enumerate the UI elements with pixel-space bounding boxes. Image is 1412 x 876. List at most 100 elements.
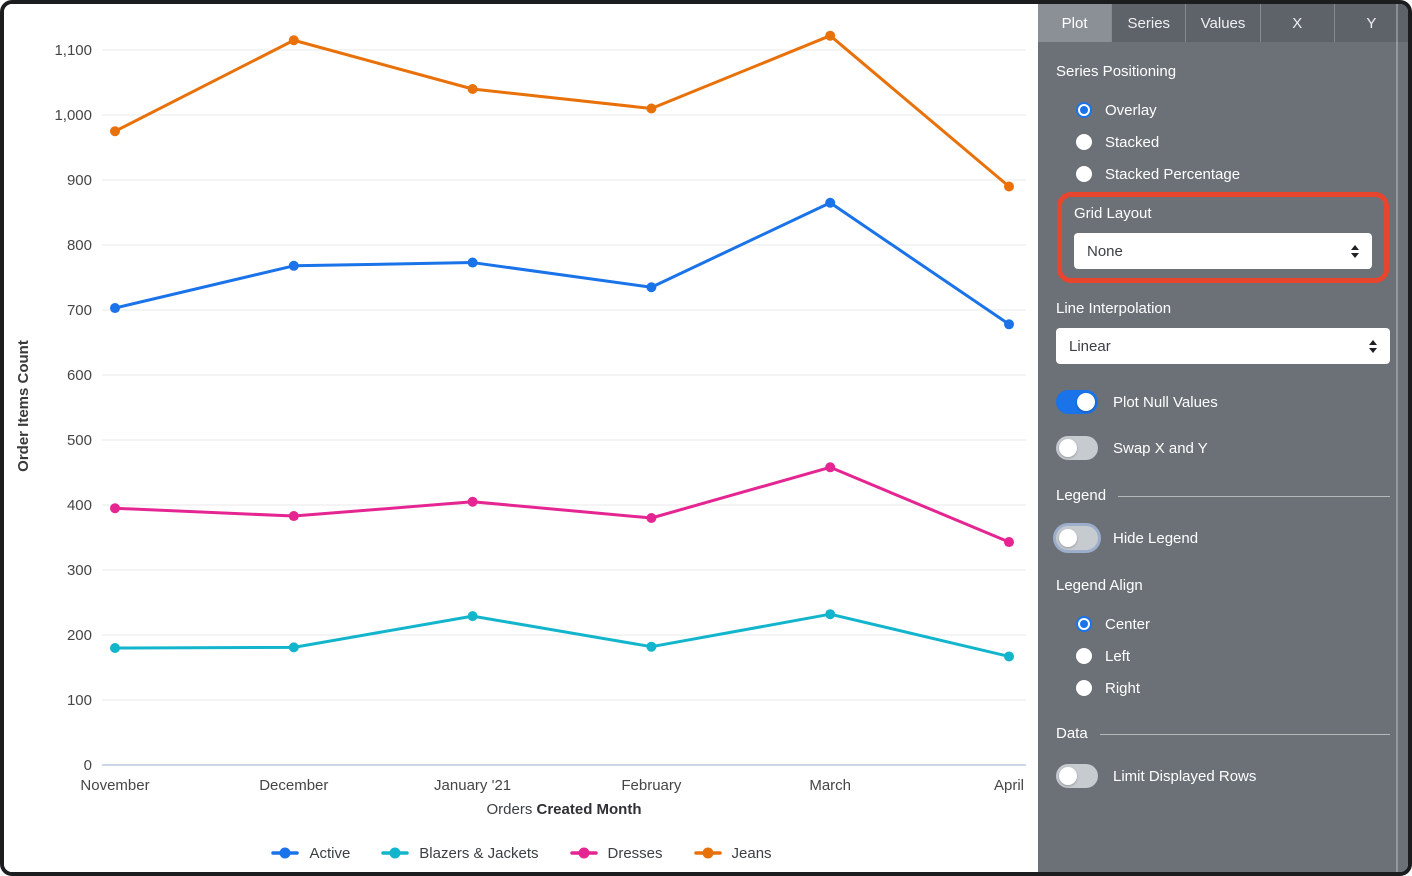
data-point[interactable]	[467, 611, 478, 622]
radio-button-icon[interactable]	[1076, 616, 1092, 632]
data-point[interactable]	[288, 642, 299, 653]
data-point[interactable]	[646, 282, 657, 293]
y-axis-tick-label: 400	[67, 497, 92, 514]
swap-x-y-toggle[interactable]	[1056, 436, 1098, 460]
radio-stacked-percentage[interactable]: Stacked Percentage	[1076, 158, 1390, 190]
legend-item-dresses[interactable]: Dresses	[569, 845, 663, 862]
grid-layout-highlight: Grid Layout None	[1057, 192, 1389, 283]
x-axis-tick-label: April	[994, 777, 1024, 794]
series-positioning-label: Series Positioning	[1056, 63, 1177, 80]
legend-marker-icon	[693, 847, 722, 859]
legend-label: Dresses	[607, 844, 663, 862]
legend-marker-icon	[381, 847, 410, 859]
plot-tab-content: Series Positioning Overlay Stacked Stacked…	[1038, 42, 1408, 788]
x-axis-tick-label: February	[621, 777, 682, 794]
y-axis-tick-label: 300	[67, 562, 92, 579]
series-line-blazers-jackets	[113, 612, 1011, 658]
data-section-label: Data	[1056, 725, 1088, 742]
radio-button-icon[interactable]	[1076, 166, 1092, 182]
data-point[interactable]	[1004, 181, 1014, 192]
radio-right[interactable]: Right	[1076, 672, 1390, 704]
legend-item-blazers-jackets[interactable]: Blazers & Jackets	[380, 844, 539, 862]
legend-item-active[interactable]: Active	[270, 845, 350, 862]
legend-label: Active	[309, 844, 351, 862]
data-point[interactable]	[110, 503, 120, 514]
radio-stacked[interactable]: Stacked	[1076, 126, 1390, 158]
y-axis-tick-label: 1,000	[54, 107, 92, 124]
x-axis-tick-label: January '21	[434, 777, 511, 794]
data-point[interactable]	[825, 197, 836, 208]
limit-displayed-rows-toggle[interactable]	[1056, 764, 1098, 788]
tab-series[interactable]: Series	[1111, 4, 1185, 42]
y-axis-tick-label: 600	[67, 367, 92, 384]
grid-layout-selected-value: None	[1087, 242, 1123, 260]
radio-button-icon[interactable]	[1076, 680, 1092, 696]
legend-section-label: Legend	[1056, 487, 1107, 504]
data-point[interactable]	[1004, 651, 1014, 662]
data-point[interactable]	[825, 30, 836, 41]
x-axis-title: Orders Created Month	[486, 801, 641, 818]
x-axis-tick-label: December	[259, 777, 328, 794]
radio-label: Stacked	[1105, 133, 1160, 151]
x-axis-tick-label: November	[80, 777, 149, 794]
data-point[interactable]	[1004, 319, 1014, 330]
line-interpolation-select[interactable]: Linear	[1056, 328, 1390, 364]
tab-y[interactable]: Y	[1333, 4, 1408, 42]
swap-x-y-label: Swap X and Y	[1113, 439, 1208, 457]
legend-marker-icon	[271, 847, 300, 859]
legend-label: Blazers & Jackets	[419, 844, 539, 862]
radio-label: Overlay	[1105, 101, 1157, 119]
y-axis-title: Order Items Count	[15, 340, 32, 472]
data-point[interactable]	[646, 641, 657, 652]
data-point[interactable]	[646, 103, 657, 114]
line-interpolation-label: Line Interpolation	[1056, 300, 1172, 317]
data-point[interactable]	[467, 84, 478, 94]
legend-label: Jeans	[731, 844, 772, 862]
data-point[interactable]	[288, 260, 299, 271]
plot-null-values-toggle[interactable]	[1056, 390, 1098, 414]
chart-area: 0 100 200 300 400 500 600 700 800 900 1,000 1,100 No…	[4, 4, 1038, 872]
grid-layout-select[interactable]: None	[1074, 233, 1372, 269]
chart-legend: Active Blazers & Jackets Dresses Jeans	[4, 840, 1038, 866]
radio-center[interactable]: Center	[1076, 608, 1390, 640]
data-point[interactable]	[110, 303, 120, 314]
radio-button-icon[interactable]	[1076, 648, 1092, 664]
data-section-header: Data	[1056, 724, 1390, 744]
data-point[interactable]	[467, 496, 478, 507]
section-divider	[1099, 733, 1390, 735]
tab-plot[interactable]: Plot	[1038, 4, 1112, 42]
y-axis-tick-label: 800	[67, 237, 92, 254]
limit-displayed-rows-row: Limit Displayed Rows	[1056, 764, 1390, 788]
data-point[interactable]	[288, 35, 299, 46]
data-point[interactable]	[825, 609, 836, 620]
radio-label: Center	[1105, 615, 1151, 633]
data-point[interactable]	[110, 643, 120, 653]
radio-button-icon[interactable]	[1076, 134, 1092, 150]
hide-legend-toggle[interactable]	[1056, 526, 1098, 550]
radio-overlay[interactable]: Overlay	[1076, 94, 1390, 126]
y-axis-tick-label: 500	[67, 432, 92, 449]
legend-section-header: Legend	[1056, 486, 1390, 506]
settings-tabbar: Plot Series Values X Y	[1038, 4, 1408, 42]
y-axis-tick-label: 200	[67, 627, 92, 644]
legend-item-jeans[interactable]: Jeans	[693, 845, 772, 862]
radio-button-icon[interactable]	[1076, 102, 1092, 118]
y-axis-tick-label: 100	[67, 692, 92, 709]
tab-x[interactable]: X	[1259, 4, 1334, 42]
radio-left[interactable]: Left	[1076, 640, 1390, 672]
section-divider	[1118, 495, 1390, 497]
data-point[interactable]	[1004, 537, 1014, 548]
tab-values[interactable]: Values	[1185, 4, 1259, 42]
hide-legend-label: Hide Legend	[1113, 529, 1199, 547]
updown-arrows-icon	[1369, 339, 1377, 353]
data-point[interactable]	[288, 511, 299, 522]
data-point[interactable]	[110, 126, 120, 137]
legend-marker-icon	[569, 847, 598, 859]
y-axis-tick-label: 700	[67, 302, 92, 319]
radio-label: Stacked Percentage	[1105, 165, 1241, 183]
data-point[interactable]	[825, 462, 836, 473]
grid-layout-label: Grid Layout	[1074, 205, 1152, 222]
data-point[interactable]	[646, 513, 657, 523]
data-point[interactable]	[467, 257, 478, 268]
legend-align-radio-group: Center Left Right	[1056, 608, 1390, 704]
